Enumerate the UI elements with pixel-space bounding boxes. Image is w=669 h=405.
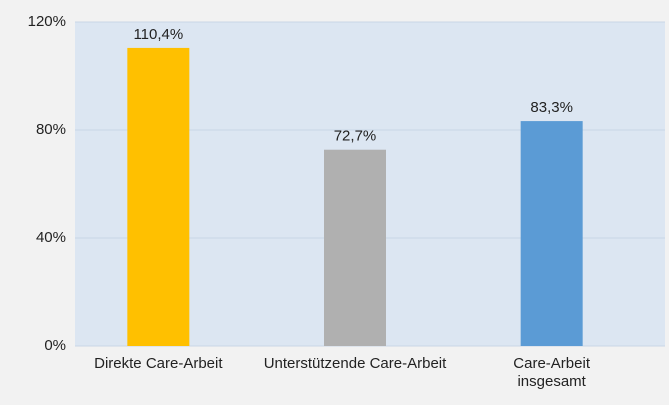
y-tick-label: 0%	[44, 337, 66, 354]
bar	[520, 121, 583, 346]
y-tick-label: 120%	[28, 13, 66, 30]
bar	[324, 149, 386, 346]
x-tick-label: Direkte Care-Arbeit	[94, 355, 223, 372]
data-label: 83,3%	[530, 99, 573, 116]
x-tick-label: Care-Arbeit insgesamt	[513, 355, 590, 390]
data-label: 110,4%	[133, 26, 183, 43]
y-tick-label: 40%	[36, 229, 66, 246]
y-tick-label: 80%	[36, 121, 66, 138]
x-tick-label: Unterstützende Care-Arbeit	[263, 355, 447, 372]
bar	[127, 47, 190, 347]
data-label: 72,7%	[334, 128, 377, 145]
